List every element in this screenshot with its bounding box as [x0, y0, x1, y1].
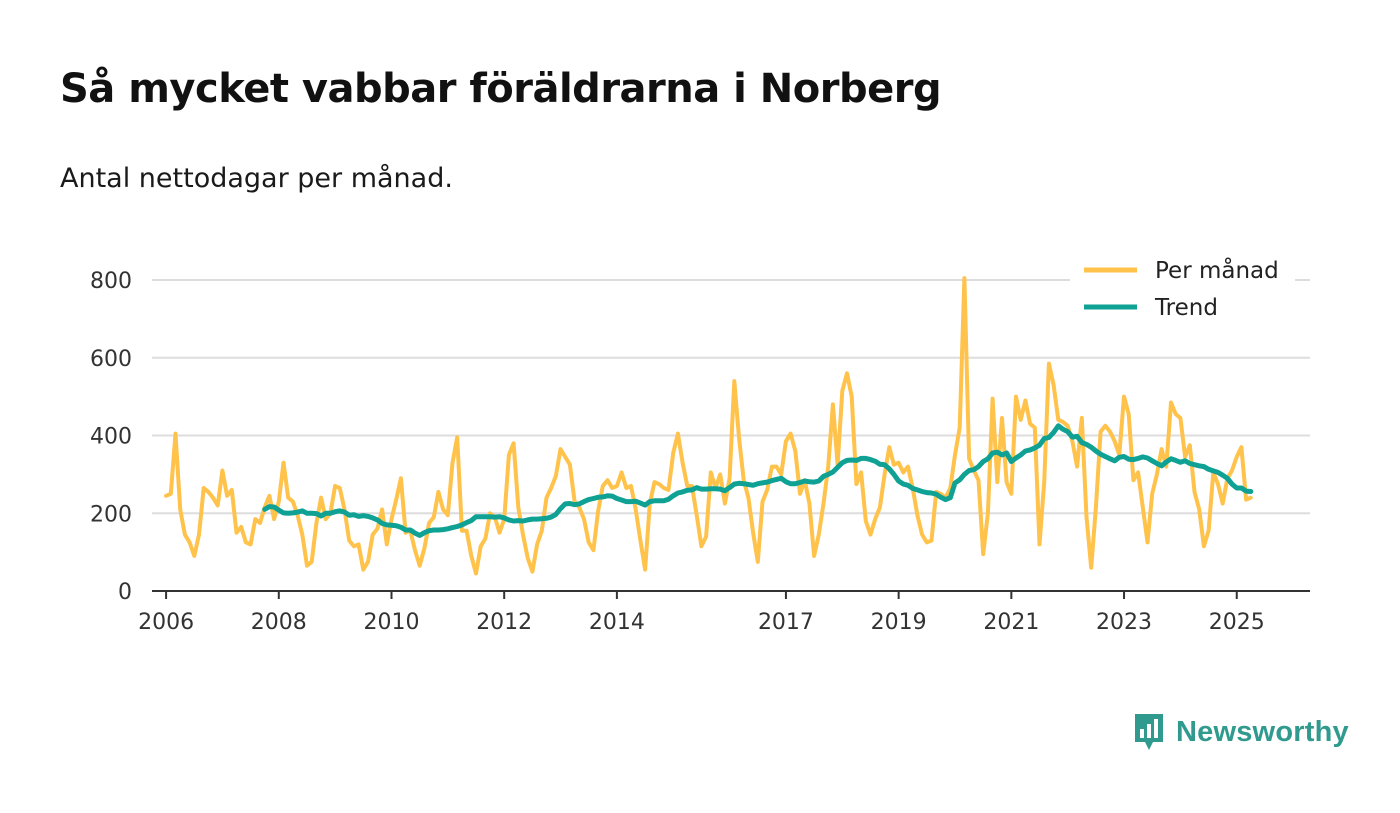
x-tick-label: 2014 — [589, 610, 645, 635]
newsworthy-logo-icon — [1135, 714, 1163, 750]
x-tick-label: 2023 — [1096, 610, 1152, 635]
y-tick-label: 0 — [118, 580, 132, 605]
x-tick-label: 2021 — [983, 610, 1039, 635]
series-lines — [164, 276, 1254, 576]
brand-logo[interactable]: Newsworthy — [1132, 712, 1349, 752]
y-tick-label: 800 — [90, 269, 132, 294]
x-tick-label: 2008 — [251, 610, 307, 635]
x-tick-label: 2025 — [1209, 610, 1265, 635]
x-tick-label: 2017 — [758, 610, 814, 635]
legend-background — [1070, 252, 1295, 332]
legend-label: Trend — [1154, 295, 1218, 321]
x-tick-label: 2010 — [363, 610, 419, 635]
series-line-trend — [262, 423, 1254, 538]
x-tick-label: 2012 — [476, 610, 532, 635]
legend-label: Per månad — [1155, 256, 1279, 284]
brand-name: Newsworthy — [1176, 715, 1349, 748]
x-tick-label: 2006 — [138, 610, 194, 635]
y-tick-label: 400 — [90, 425, 132, 450]
y-tick-label: 200 — [90, 502, 132, 527]
x-tick-label: 2019 — [871, 610, 927, 635]
x-axis-ticks: 2006 2008 2010 2012 2014 2017 2019 2021 2023 2025 — [138, 590, 1310, 635]
y-tick-label: 600 — [90, 347, 132, 372]
chart-subtitle: Antal nettodagar per månad. — [60, 163, 453, 194]
chart-title: Så mycket vabbar föräldrarna i Norberg — [60, 66, 942, 112]
y-axis-ticks: 0 200 400 600 800 — [90, 269, 132, 605]
legend: Per månad Trend — [1070, 252, 1295, 332]
